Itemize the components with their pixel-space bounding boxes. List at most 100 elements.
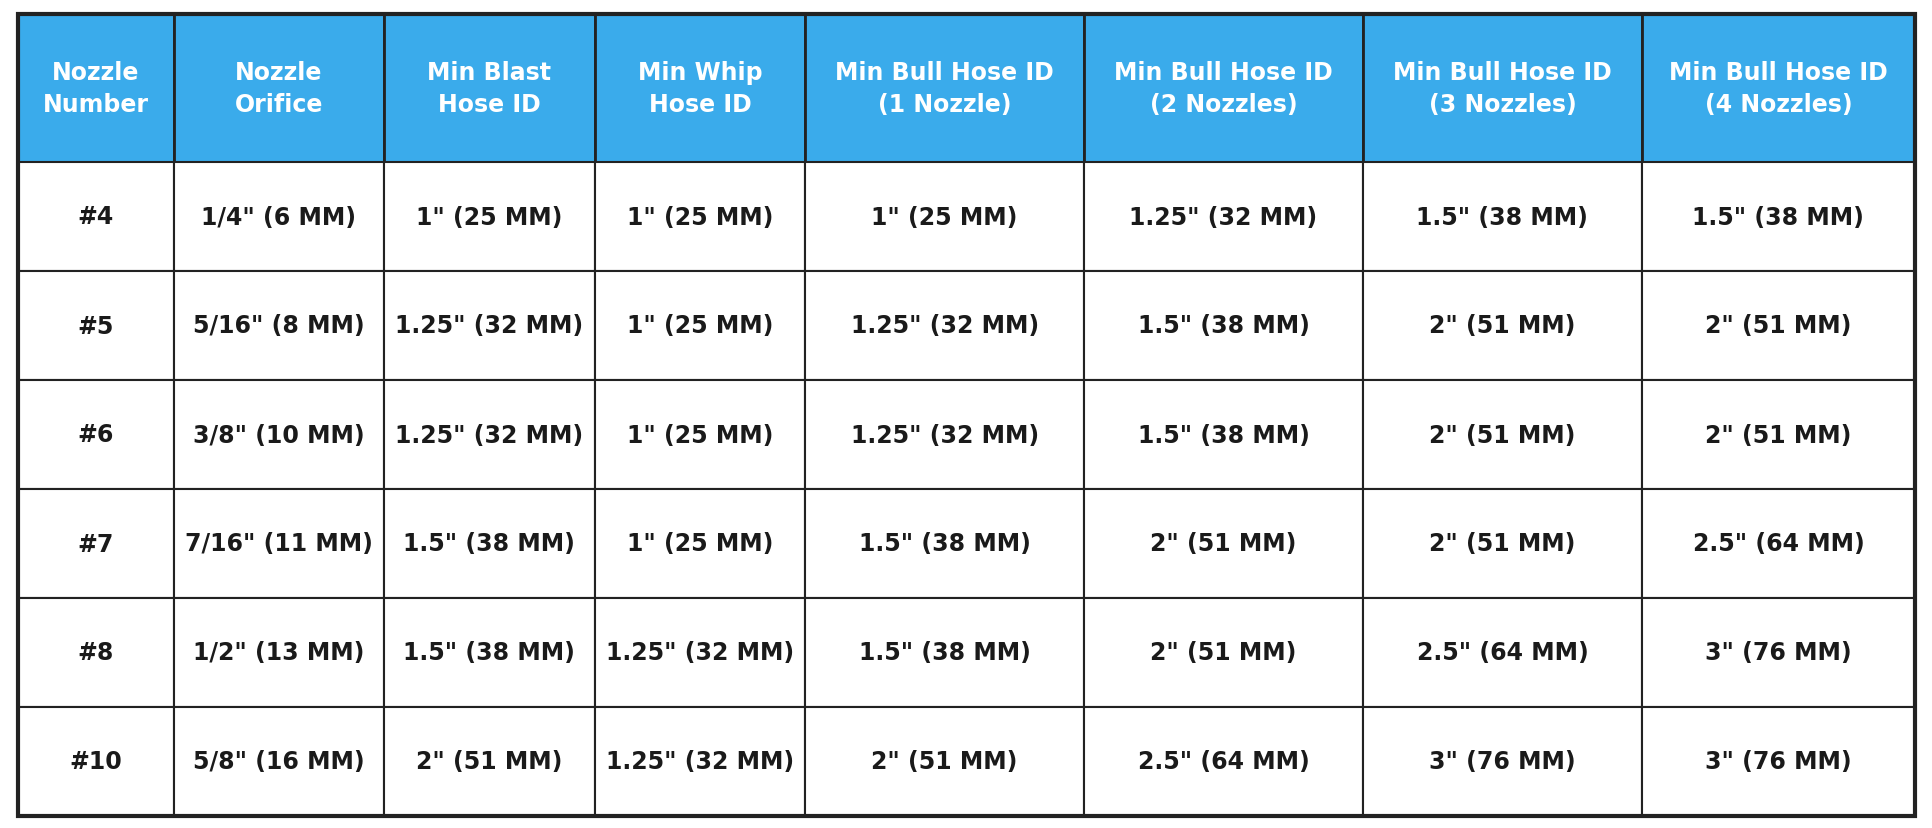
Bar bbox=[1084, 381, 1362, 489]
Bar bbox=[1362, 489, 1640, 599]
Text: 1/4" (6 MM): 1/4" (6 MM) bbox=[201, 205, 355, 229]
Bar bbox=[384, 163, 595, 272]
Text: 2" (51 MM): 2" (51 MM) bbox=[1428, 423, 1575, 447]
Text: 1.5" (38 MM): 1.5" (38 MM) bbox=[858, 532, 1030, 556]
Text: Nozzle
Orifice: Nozzle Orifice bbox=[234, 61, 323, 117]
Text: 1.25" (32 MM): 1.25" (32 MM) bbox=[605, 641, 794, 665]
Bar bbox=[1640, 15, 1915, 163]
Bar bbox=[595, 163, 806, 272]
Bar bbox=[806, 381, 1084, 489]
Bar bbox=[174, 15, 384, 163]
Bar bbox=[1084, 599, 1362, 707]
Text: #6: #6 bbox=[77, 423, 114, 447]
Text: Min Bull Hose ID
(2 Nozzles): Min Bull Hose ID (2 Nozzles) bbox=[1113, 61, 1333, 117]
Bar bbox=[806, 599, 1084, 707]
Text: 3" (76 MM): 3" (76 MM) bbox=[1704, 641, 1851, 665]
Bar bbox=[806, 489, 1084, 599]
Text: 2" (51 MM): 2" (51 MM) bbox=[1428, 314, 1575, 338]
Bar bbox=[595, 15, 806, 163]
Bar bbox=[1362, 599, 1640, 707]
Text: 1" (25 MM): 1" (25 MM) bbox=[626, 314, 773, 338]
Text: 3" (76 MM): 3" (76 MM) bbox=[1704, 749, 1851, 773]
Bar bbox=[174, 489, 384, 599]
Text: 2" (51 MM): 2" (51 MM) bbox=[871, 749, 1018, 773]
Text: 1" (25 MM): 1" (25 MM) bbox=[626, 205, 773, 229]
Text: 1.5" (38 MM): 1.5" (38 MM) bbox=[1692, 205, 1862, 229]
Bar bbox=[595, 489, 806, 599]
Text: 1.25" (32 MM): 1.25" (32 MM) bbox=[396, 314, 583, 338]
Text: 3" (76 MM): 3" (76 MM) bbox=[1428, 749, 1575, 773]
Text: 2.5" (64 MM): 2.5" (64 MM) bbox=[1692, 532, 1862, 556]
Bar bbox=[1362, 163, 1640, 272]
Text: 1.5" (38 MM): 1.5" (38 MM) bbox=[404, 532, 576, 556]
Text: 1.5" (38 MM): 1.5" (38 MM) bbox=[404, 641, 576, 665]
Bar bbox=[1084, 163, 1362, 272]
Text: #4: #4 bbox=[77, 205, 114, 229]
Bar bbox=[1362, 272, 1640, 381]
Bar bbox=[1084, 15, 1362, 163]
Bar bbox=[1640, 707, 1915, 816]
Text: Min Bull Hose ID
(3 Nozzles): Min Bull Hose ID (3 Nozzles) bbox=[1393, 61, 1611, 117]
Bar bbox=[17, 15, 174, 163]
Text: 2.5" (64 MM): 2.5" (64 MM) bbox=[1138, 749, 1308, 773]
Text: 1.5" (38 MM): 1.5" (38 MM) bbox=[858, 641, 1030, 665]
Bar bbox=[1640, 599, 1915, 707]
Bar bbox=[806, 272, 1084, 381]
Bar bbox=[595, 381, 806, 489]
Bar bbox=[384, 489, 595, 599]
Bar bbox=[17, 599, 174, 707]
Bar bbox=[174, 163, 384, 272]
Text: 5/8" (16 MM): 5/8" (16 MM) bbox=[193, 749, 365, 773]
Bar bbox=[17, 381, 174, 489]
Text: #5: #5 bbox=[77, 314, 114, 338]
Bar bbox=[1084, 707, 1362, 816]
Bar bbox=[1362, 15, 1640, 163]
Text: 1.25" (32 MM): 1.25" (32 MM) bbox=[850, 423, 1037, 447]
Bar bbox=[384, 707, 595, 816]
Text: 2.5" (64 MM): 2.5" (64 MM) bbox=[1416, 641, 1588, 665]
Text: 5/16" (8 MM): 5/16" (8 MM) bbox=[193, 314, 365, 338]
Text: 1" (25 MM): 1" (25 MM) bbox=[626, 423, 773, 447]
Bar bbox=[806, 163, 1084, 272]
Text: 2" (51 MM): 2" (51 MM) bbox=[1704, 423, 1851, 447]
Text: Min Blast
Hose ID: Min Blast Hose ID bbox=[427, 61, 551, 117]
Text: 2" (51 MM): 2" (51 MM) bbox=[1704, 314, 1851, 338]
Bar bbox=[1640, 272, 1915, 381]
Text: 2" (51 MM): 2" (51 MM) bbox=[415, 749, 562, 773]
Text: 1" (25 MM): 1" (25 MM) bbox=[626, 532, 773, 556]
Bar bbox=[1084, 489, 1362, 599]
Text: 1" (25 MM): 1" (25 MM) bbox=[871, 205, 1018, 229]
Text: #8: #8 bbox=[77, 641, 114, 665]
Bar bbox=[17, 489, 174, 599]
Text: 2" (51 MM): 2" (51 MM) bbox=[1150, 532, 1296, 556]
Bar bbox=[806, 707, 1084, 816]
Text: Min Bull Hose ID
(4 Nozzles): Min Bull Hose ID (4 Nozzles) bbox=[1667, 61, 1888, 117]
Bar bbox=[595, 599, 806, 707]
Text: 2" (51 MM): 2" (51 MM) bbox=[1150, 641, 1296, 665]
Bar bbox=[174, 707, 384, 816]
Bar bbox=[384, 381, 595, 489]
Text: 1.25" (32 MM): 1.25" (32 MM) bbox=[396, 423, 583, 447]
Text: 1/2" (13 MM): 1/2" (13 MM) bbox=[193, 641, 365, 665]
Bar bbox=[1084, 272, 1362, 381]
Bar bbox=[1640, 381, 1915, 489]
Bar bbox=[17, 272, 174, 381]
Bar bbox=[384, 272, 595, 381]
Text: Nozzle
Number: Nozzle Number bbox=[43, 61, 149, 117]
Bar bbox=[174, 599, 384, 707]
Bar bbox=[595, 707, 806, 816]
Bar bbox=[806, 15, 1084, 163]
Bar bbox=[1640, 489, 1915, 599]
Text: 1.25" (32 MM): 1.25" (32 MM) bbox=[850, 314, 1037, 338]
Text: 1.5" (38 MM): 1.5" (38 MM) bbox=[1138, 314, 1308, 338]
Text: 1.5" (38 MM): 1.5" (38 MM) bbox=[1138, 423, 1308, 447]
Text: #7: #7 bbox=[77, 532, 114, 556]
Text: 3/8" (10 MM): 3/8" (10 MM) bbox=[193, 423, 365, 447]
Bar bbox=[174, 381, 384, 489]
Bar bbox=[1640, 163, 1915, 272]
Text: 2" (51 MM): 2" (51 MM) bbox=[1428, 532, 1575, 556]
Text: 7/16" (11 MM): 7/16" (11 MM) bbox=[185, 532, 373, 556]
Text: 1" (25 MM): 1" (25 MM) bbox=[415, 205, 562, 229]
Text: Min Whip
Hose ID: Min Whip Hose ID bbox=[638, 61, 761, 117]
Bar bbox=[17, 163, 174, 272]
